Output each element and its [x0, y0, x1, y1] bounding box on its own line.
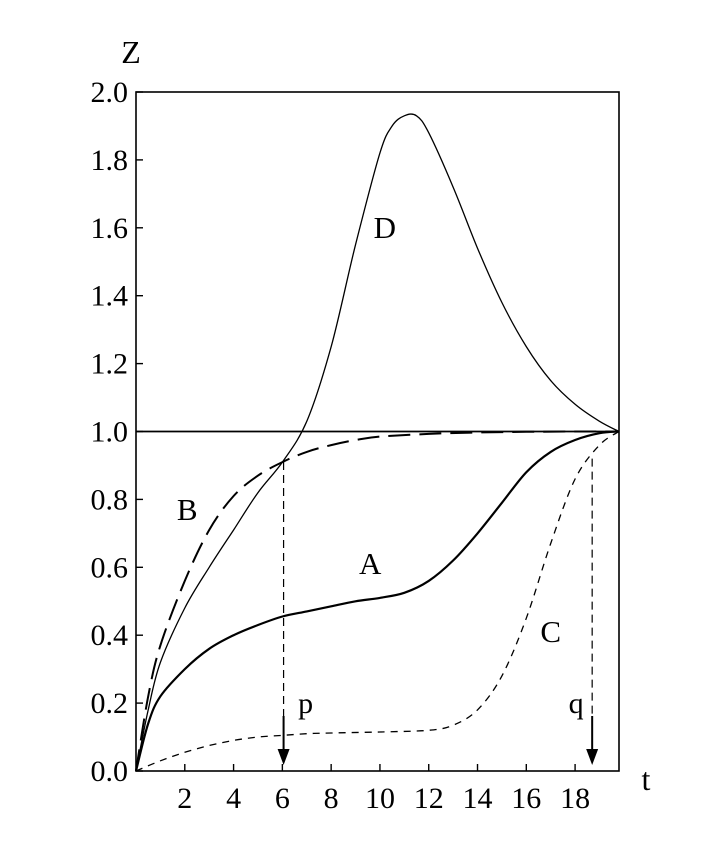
- marker-label-p: p: [298, 687, 313, 720]
- curve-label-b: B: [177, 492, 198, 527]
- y-axis-title: Z: [121, 34, 141, 70]
- y-tick-label: 0.6: [91, 551, 129, 584]
- x-tick-label: 8: [324, 782, 339, 815]
- series-line-a: [134, 430, 620, 772]
- y-tick-label: 1.2: [91, 348, 129, 381]
- x-tick-label: 12: [414, 782, 444, 815]
- y-tick-label: 1.6: [91, 212, 129, 245]
- y-tick-label: 0.8: [91, 483, 129, 516]
- arrow-head-q: [586, 749, 599, 765]
- x-tick-label: 6: [275, 782, 290, 815]
- curve-label-c: C: [540, 614, 561, 649]
- x-tick-label: 10: [365, 782, 395, 815]
- x-tick-label: 16: [511, 782, 541, 815]
- y-tick-label: 1.8: [91, 144, 129, 177]
- x-tick-label: 4: [226, 782, 241, 815]
- series-group: [134, 113, 620, 772]
- marker-label-q: q: [569, 687, 584, 720]
- y-tick-label: 0.2: [91, 687, 129, 720]
- arrow-head-p: [277, 749, 290, 765]
- series-line-c: [135, 430, 620, 772]
- curve-label-d: D: [374, 210, 396, 245]
- x-tick-label: 2: [177, 782, 192, 815]
- ticks: 0.0 0.2 0.4 0.6 0.8 1.0 1.2 1.4 1.6 1.8 2.0 2 4 6 8 10 1…: [91, 76, 591, 815]
- y-tick-label: 0.0: [91, 755, 129, 788]
- y-tick-label: 0.4: [91, 619, 129, 652]
- x-axis-title: t: [642, 761, 651, 797]
- y-tick-label: 2.0: [91, 76, 129, 109]
- series-line-b: [135, 430, 620, 772]
- axes: Zt: [121, 34, 650, 797]
- x-tick-label: 18: [560, 782, 590, 815]
- series-line-d: [135, 113, 620, 772]
- labels-group: A B C D: [177, 210, 561, 649]
- y-tick-label: 1.0: [91, 416, 129, 449]
- x-tick-label: 14: [463, 782, 493, 815]
- y-tick-label: 1.4: [91, 280, 129, 313]
- curve-label-a: A: [359, 546, 382, 581]
